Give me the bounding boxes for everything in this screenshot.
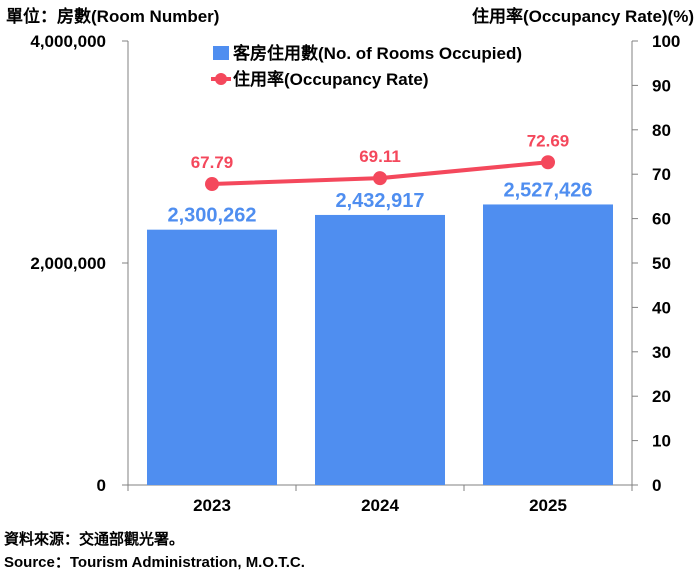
line-point [373,171,387,186]
left-tick-label: 2,000,000 [30,254,106,273]
right-tick-label: 100 [652,32,680,51]
plot-area: 0 2,000,000 4,000,000 0 10 20 30 40 50 60 70 80 90 10… [30,32,680,515]
right-tick-label: 30 [652,343,671,362]
line-point [541,155,555,170]
right-tick-label: 50 [652,254,671,273]
right-tick-label: 10 [652,432,671,451]
bar [147,229,277,485]
bar-data-label: 2,432,917 [336,190,425,212]
bar [315,214,445,485]
right-tick-label: 20 [652,387,671,406]
source-note-en: Source：Tourism Administration, M.O.T.C. [4,554,305,571]
bar-data-label: 2,300,262 [168,205,257,227]
legend-line-marker [215,73,227,85]
right-tick-label: 80 [652,121,671,140]
x-tick-label: 2025 [529,496,567,515]
x-tick-label: 2024 [361,496,399,515]
left-tick-label: 0 [97,476,106,495]
right-tick-label: 90 [652,76,671,95]
left-tick-label: 4,000,000 [30,32,106,51]
line-data-label: 69.11 [359,147,401,166]
line-point [205,177,219,192]
x-tick-label: 2023 [193,496,231,515]
legend-bar-swatch [213,46,229,60]
legend-line-label: 住用率(Occupancy Rate) [233,69,429,89]
bar-data-label: 2,527,426 [504,179,593,201]
left-axis-title: 單位：房數(Room Number) [6,6,219,26]
right-tick-label: 70 [652,165,671,184]
legend-bar-label: 客房住用數(No. of Rooms Occupied) [232,43,522,63]
right-tick-label: 0 [652,476,661,495]
right-tick-label: 60 [652,210,671,229]
right-axis-title: 住用率(Occupancy Rate)(%) [472,6,694,26]
right-tick-label: 40 [652,298,671,317]
legend: 客房住用數(No. of Rooms Occupied) 住用率(Occupanc… [211,43,522,89]
line-data-label: 67.79 [191,153,234,172]
line-data-label: 72.69 [527,131,570,150]
bar [483,204,613,485]
source-note-zh: 資料來源：交通部觀光署。 [4,531,185,548]
